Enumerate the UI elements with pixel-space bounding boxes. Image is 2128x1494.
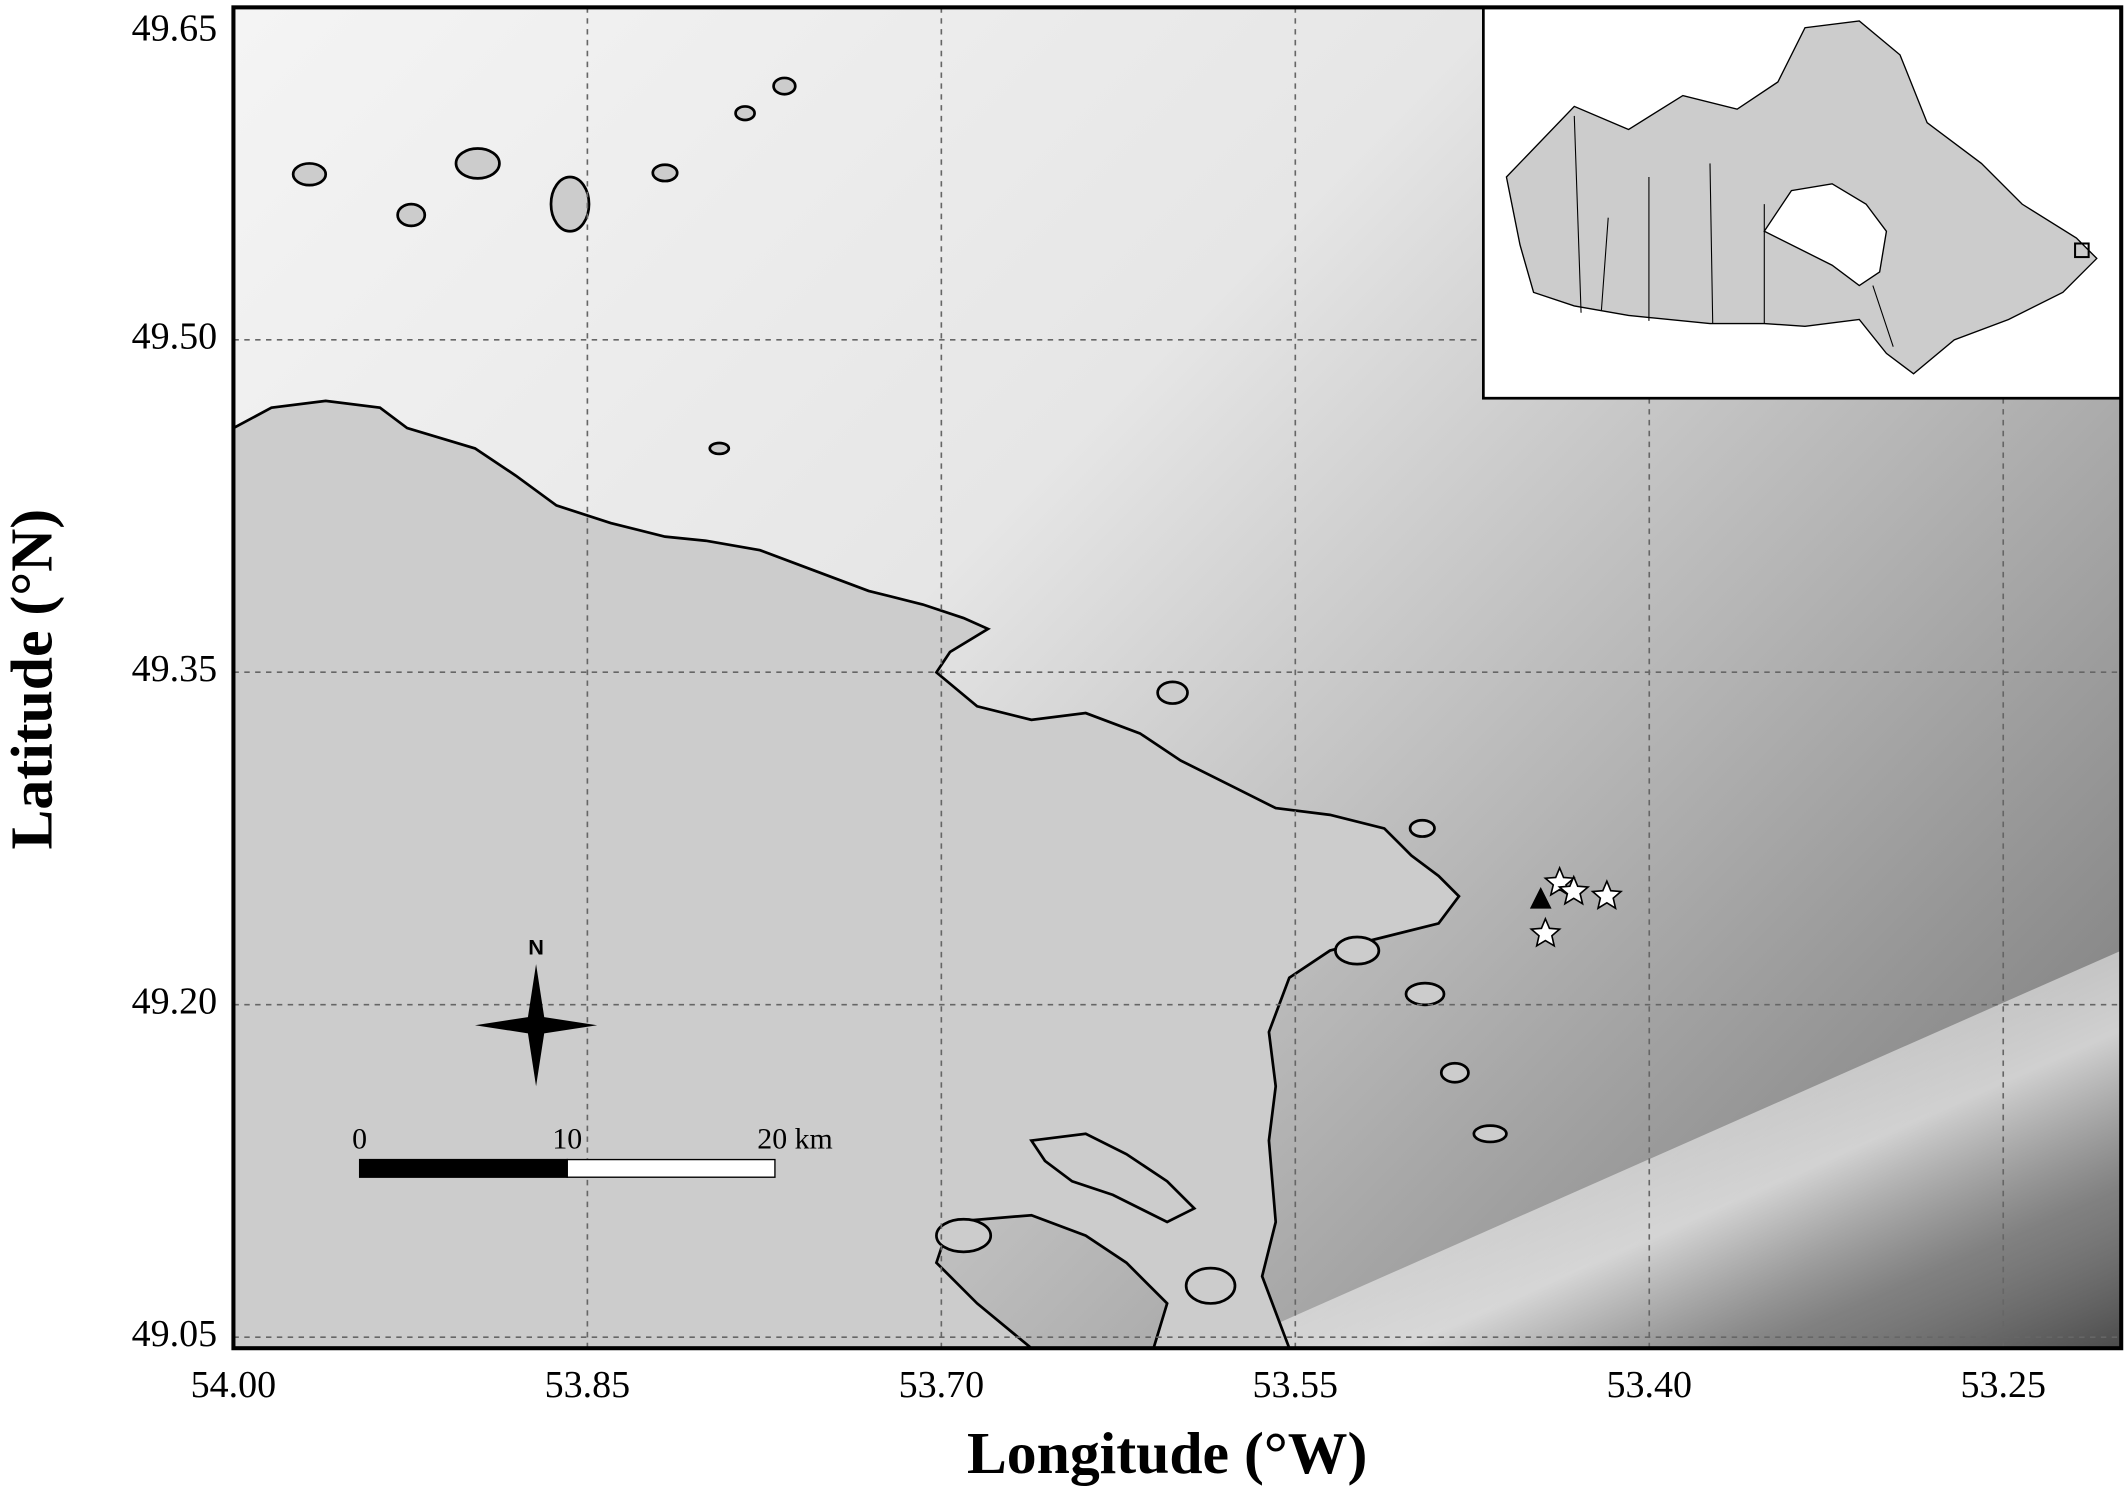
island	[1156, 680, 1189, 705]
plot-frame	[231, 5, 2124, 1351]
island	[651, 163, 679, 183]
inset-map	[1482, 6, 2123, 400]
y-tick-label: 49.50	[132, 316, 218, 358]
island	[1472, 1124, 1508, 1144]
island	[1404, 981, 1446, 1007]
y-axis-label: Latitude (°N)	[0, 509, 65, 850]
islands	[291, 76, 1508, 1305]
island	[396, 202, 427, 228]
site-star	[1529, 916, 1562, 948]
x-tick-label: 53.55	[1253, 1364, 1339, 1406]
x-tick-label: 53.40	[1607, 1364, 1693, 1406]
x-tick-label: 53.25	[1960, 1364, 2046, 1406]
site-star	[1590, 879, 1623, 910]
island	[454, 147, 501, 180]
scale-bar: 0 10 20 km	[352, 1123, 833, 1178]
north-arrow: N	[475, 935, 598, 1087]
border	[1573, 115, 1894, 347]
x-axis-label: Longitude (°W)	[967, 1420, 1367, 1486]
scale-label: 20 km	[757, 1123, 832, 1156]
island	[1184, 1266, 1237, 1305]
sites	[1529, 865, 1623, 948]
scale-segment	[566, 1158, 776, 1178]
island	[734, 105, 756, 122]
x-tick-label: 54.00	[191, 1364, 276, 1406]
land	[233, 399, 1461, 1349]
station-triangle	[1529, 886, 1552, 909]
deep-water	[1221, 950, 2122, 1349]
y-tick-label: 49.20	[132, 980, 218, 1022]
island	[772, 76, 797, 96]
island	[549, 175, 591, 233]
island	[291, 162, 328, 187]
scale-label: 10	[552, 1123, 582, 1156]
land-peninsula	[1029, 1132, 1197, 1224]
island	[1439, 1061, 1470, 1084]
island	[935, 1217, 993, 1254]
island	[1334, 935, 1381, 966]
scale-label: 0	[352, 1123, 367, 1156]
scale-segment	[358, 1158, 568, 1178]
province-borders	[1573, 115, 1894, 347]
x-tick-label: 53.70	[899, 1364, 985, 1406]
site-star	[1557, 874, 1591, 906]
compass-star	[475, 964, 598, 1087]
y-tick-label: 49.05	[132, 1313, 218, 1355]
x-tick-label: 53.85	[545, 1364, 631, 1406]
study-area-box	[2074, 242, 2090, 259]
island	[1408, 818, 1436, 838]
y-tick-label: 49.35	[132, 648, 218, 690]
island	[708, 441, 731, 456]
hudson-bay	[1763, 183, 1888, 287]
y-tick-label: 49.65	[132, 8, 218, 50]
north-label: N	[528, 935, 544, 960]
